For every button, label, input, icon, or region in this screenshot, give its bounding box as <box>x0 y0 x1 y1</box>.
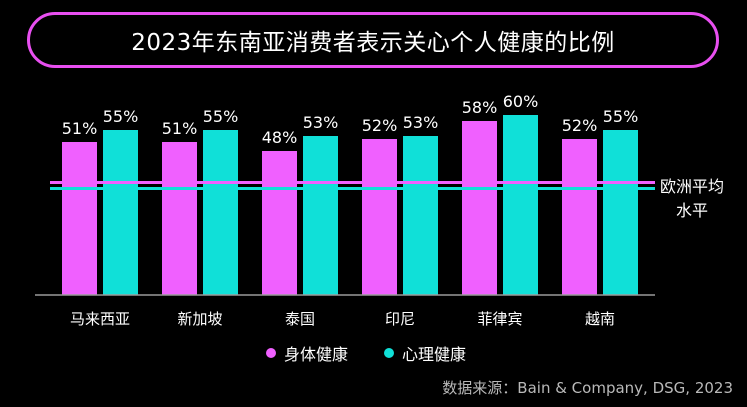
category-label-4: 菲律宾 <box>477 310 522 328</box>
bar-mental-3 <box>403 136 438 295</box>
value-label-mental-5: 55% <box>603 107 639 126</box>
bar-mental-1 <box>203 130 238 295</box>
bar-physical-4 <box>462 121 497 295</box>
bar-mental-2 <box>303 136 338 295</box>
category-label-3: 印尼 <box>385 310 415 328</box>
value-label-mental-0: 55% <box>103 107 139 126</box>
category-label-0: 马来西亚 <box>70 310 130 328</box>
value-label-mental-2: 53% <box>303 113 339 132</box>
source-note: 数据来源：Bain & Company, DSG, 2023 <box>442 379 733 397</box>
value-label-mental-4: 60% <box>503 92 539 111</box>
value-label-mental-1: 55% <box>203 107 239 126</box>
bar-mental-5 <box>603 130 638 295</box>
value-label-physical-2: 48% <box>262 128 298 147</box>
bar-physical-5 <box>562 139 597 295</box>
bar-physical-3 <box>362 139 397 295</box>
legend-swatch-physical <box>266 348 276 358</box>
value-label-physical-4: 58% <box>462 98 498 117</box>
value-label-physical-5: 52% <box>562 116 598 135</box>
legend-label-physical: 身体健康 <box>284 345 349 364</box>
value-label-physical-3: 52% <box>362 116 398 135</box>
legend: 身体健康 心理健康 <box>266 340 466 366</box>
chart-title-frame: 2023年东南亚消费者表示关心个人健康的比例 <box>27 12 719 68</box>
bar-mental-0 <box>103 130 138 295</box>
legend-item-mental: 心理健康 <box>384 341 466 365</box>
legend-label-mental: 心理健康 <box>402 345 467 364</box>
legend-item-physical: 身体健康 <box>266 341 348 365</box>
category-label-1: 新加坡 <box>177 310 222 328</box>
value-label-mental-3: 53% <box>403 113 439 132</box>
bar-mental-4 <box>503 115 538 295</box>
bar-physical-1 <box>162 142 197 295</box>
chart-title: 2023年东南亚消费者表示关心个人健康的比例 <box>131 30 615 56</box>
category-label-2: 泰国 <box>285 310 315 328</box>
reference-label-line-1: 水平 <box>676 201 708 220</box>
reference-label-line-0: 欧洲平均 <box>660 177 724 196</box>
value-label-physical-0: 51% <box>62 119 98 138</box>
bar-physical-2 <box>262 151 297 295</box>
value-label-physical-1: 51% <box>162 119 198 138</box>
legend-swatch-mental <box>384 348 395 358</box>
bar-physical-0 <box>62 142 97 295</box>
category-label-5: 越南 <box>585 310 615 328</box>
